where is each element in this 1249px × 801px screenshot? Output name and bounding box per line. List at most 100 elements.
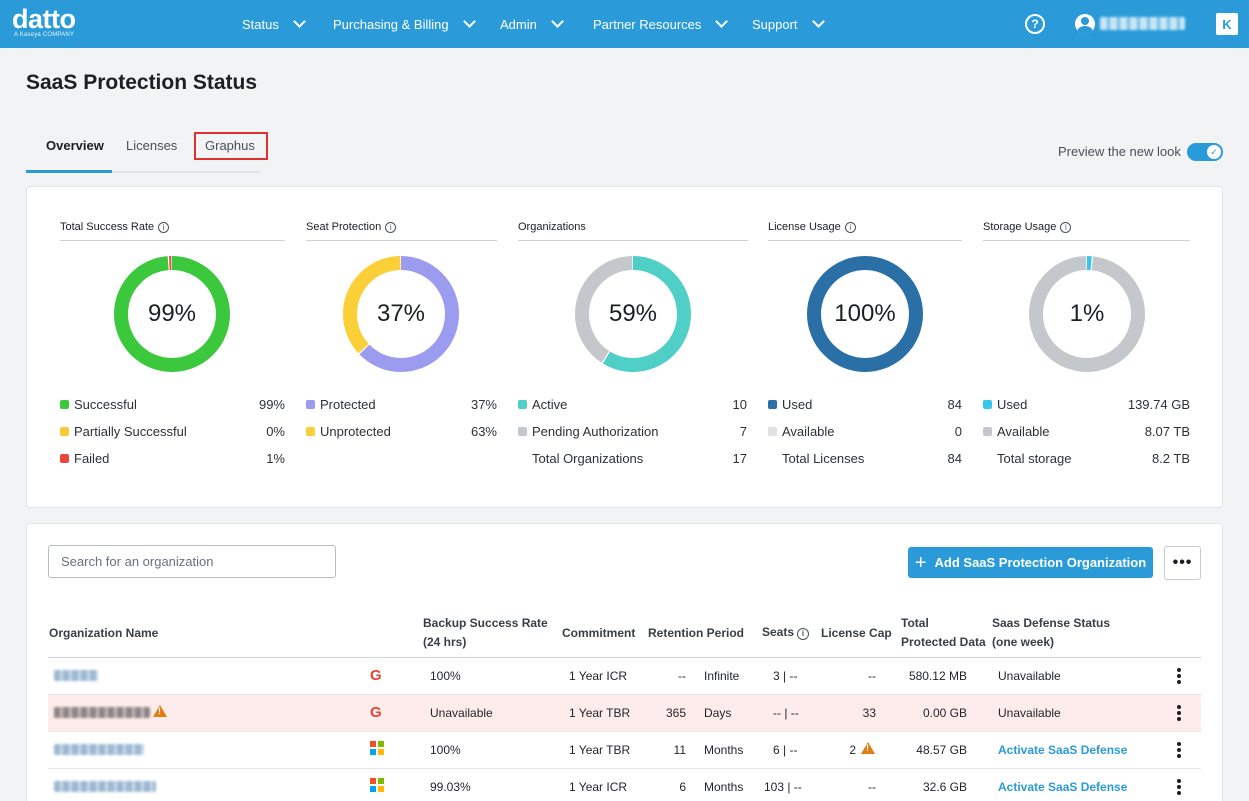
- tab-overview[interactable]: Overview: [46, 138, 104, 153]
- legend-label: Available: [997, 424, 1050, 439]
- legend-swatch: [518, 427, 527, 436]
- activate-saas-defense-link[interactable]: Activate SaaS Defense: [998, 780, 1128, 794]
- legend-label: Failed: [74, 451, 110, 466]
- nav-status[interactable]: Status: [242, 0, 306, 48]
- kaseya-icon[interactable]: K: [1216, 13, 1238, 35]
- legend-swatch: [983, 400, 992, 409]
- seat-donut-segment: [343, 256, 459, 372]
- col-seats[interactable]: Seats i: [762, 623, 810, 642]
- table-row[interactable]: 99.03% 1 Year ICR 6 Months 103 | -- -- 3…: [48, 769, 1201, 801]
- license-donut-chart: [807, 256, 923, 372]
- nav-purchasing-billing[interactable]: Purchasing & Billing: [333, 0, 476, 48]
- tab-active-indicator: [26, 170, 112, 173]
- preview-toggle[interactable]: ✓: [1187, 143, 1223, 161]
- cell-retention-num: 6: [679, 780, 686, 794]
- legend-label: Used: [997, 397, 1028, 412]
- col-total-data[interactable]: Total Protected Data: [901, 614, 986, 652]
- seat-donut-segment: [343, 256, 459, 372]
- col-seats-label: Seats: [762, 625, 795, 639]
- nav-partner-label: Partner Resources: [593, 16, 702, 32]
- org-name-redacted[interactable]: [54, 670, 98, 681]
- legend-row: Protected 37%: [306, 397, 497, 424]
- legend-value: 7: [739, 424, 747, 439]
- storage-donut-chart: [1029, 256, 1145, 372]
- info-icon[interactable]: i: [158, 222, 170, 233]
- info-icon[interactable]: i: [797, 627, 810, 640]
- col-defense-status[interactable]: Saas Defense Status (one week): [992, 614, 1110, 652]
- info-icon[interactable]: i: [1060, 222, 1072, 233]
- storage-donut: 1%: [1028, 255, 1146, 373]
- add-organization-label: Add SaaS Protection Organization: [934, 555, 1147, 570]
- legend-swatch: [518, 400, 527, 409]
- cell-backup-rate: 99.03%: [430, 780, 471, 794]
- stat-license: License Usage i 100% Used 84 Available 0 To…: [768, 221, 962, 466]
- row-actions-icon[interactable]: [1176, 777, 1182, 797]
- cell-backup-rate: Unavailable: [430, 706, 493, 720]
- col-org-name[interactable]: Organization Name: [49, 626, 159, 640]
- legend-swatch: [60, 454, 69, 463]
- chevron-down-icon: [292, 15, 306, 28]
- storage-legend: Used 139.74 GB Available 8.07 TB Total sto…: [983, 397, 1190, 478]
- user-name-redacted[interactable]: [1100, 17, 1185, 30]
- tab-graphus[interactable]: Graphus: [205, 138, 255, 153]
- graphus-highlight-box: [194, 132, 268, 160]
- add-organization-button[interactable]: + Add SaaS Protection Organization: [908, 547, 1153, 578]
- stat-orgs-title: Organizations: [518, 221, 586, 233]
- more-options-button[interactable]: •••: [1164, 546, 1201, 580]
- org-name-redacted[interactable]: [54, 744, 144, 755]
- nav-partner-resources[interactable]: Partner Resources: [593, 0, 729, 48]
- stat-seat-header: Seat Protection i: [306, 221, 497, 241]
- activate-saas-defense-link[interactable]: Activate SaaS Defense: [998, 743, 1128, 757]
- org-name-redacted[interactable]: [54, 707, 150, 718]
- table-header-divider: [48, 657, 1201, 658]
- legend-row: Used 84: [768, 397, 962, 424]
- datto-logo[interactable]: datto A Kaseya COMPANY: [12, 6, 82, 42]
- table-row[interactable]: 100% 1 Year TBR 11 Months 6 | -- 2 48.57…: [48, 732, 1201, 769]
- cell-defense-status: Unavailable: [998, 669, 1061, 683]
- table-row[interactable]: G 100% 1 Year ICR -- Infinite 3 | -- -- …: [48, 658, 1201, 695]
- info-icon[interactable]: i: [844, 222, 856, 233]
- warning-icon: [153, 705, 167, 717]
- row-actions-icon[interactable]: [1176, 740, 1182, 760]
- preview-label: Preview the new look: [1058, 144, 1181, 159]
- table-row[interactable]: G Unavailable 1 Year TBR 365 Days -- | -…: [48, 695, 1201, 732]
- cell-total-data: 48.57 GB: [916, 743, 967, 757]
- search-input[interactable]: [48, 545, 336, 578]
- stat-storage-title: Storage Usage: [983, 221, 1057, 233]
- google-icon: G: [370, 704, 382, 721]
- nav-support[interactable]: Support: [752, 0, 825, 48]
- row-actions-icon[interactable]: [1176, 703, 1182, 723]
- logo-subtitle: A Kaseya COMPANY: [14, 32, 75, 38]
- legend-swatch: [306, 400, 315, 409]
- cell-commitment: 1 Year ICR: [569, 780, 628, 794]
- col-license-cap[interactable]: License Cap: [821, 626, 892, 640]
- org-name-redacted[interactable]: [54, 781, 156, 792]
- legend-label: Unprotected: [320, 424, 391, 439]
- col-backup-rate[interactable]: Backup Success Rate (24 hrs): [423, 614, 548, 652]
- storage-donut-segment: [1029, 256, 1145, 372]
- chevron-down-icon: [715, 15, 729, 28]
- nav-admin[interactable]: Admin: [500, 0, 564, 48]
- stat-orgs-header: Organizations: [518, 221, 748, 241]
- row-actions-icon[interactable]: [1176, 666, 1182, 686]
- legend-row: Failed 1%: [60, 451, 285, 478]
- col-defense-line1: Saas Defense Status: [992, 616, 1111, 630]
- seat-donut-chart: [343, 256, 459, 372]
- col-commitment[interactable]: Commitment: [562, 626, 636, 640]
- info-icon[interactable]: i: [385, 222, 397, 233]
- success-donut: 99%: [113, 255, 231, 373]
- help-icon[interactable]: ?: [1025, 14, 1045, 34]
- user-avatar-icon[interactable]: [1075, 14, 1095, 34]
- legend-label: Total Licenses: [782, 451, 865, 466]
- col-retention[interactable]: Retention Period: [648, 626, 745, 640]
- nav-support-label: Support: [752, 16, 798, 32]
- legend-label: Active: [532, 397, 568, 412]
- page-title: SaaS Protection Status: [26, 71, 258, 94]
- legend-swatch: [306, 427, 315, 436]
- tab-licenses[interactable]: Licenses: [126, 138, 178, 153]
- orgs-percent: 59%: [608, 300, 658, 327]
- legend-row: Total Licenses 84: [768, 451, 962, 478]
- legend-label: Total Organizations: [532, 451, 644, 466]
- legend-swatch: [60, 400, 69, 409]
- cell-license-cap: --: [868, 669, 876, 683]
